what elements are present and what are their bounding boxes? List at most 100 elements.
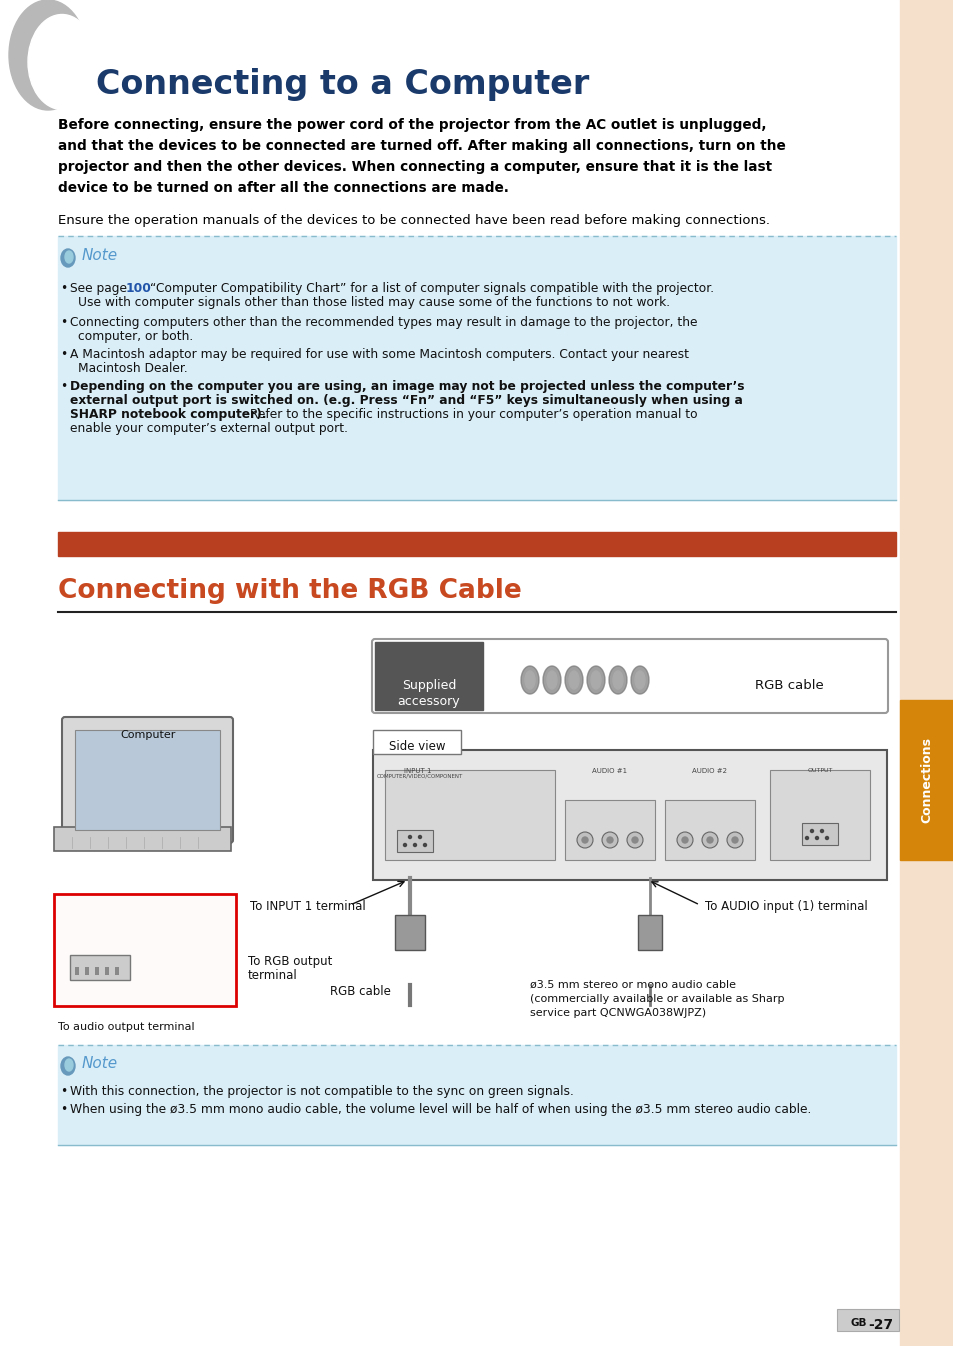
- Text: To audio output terminal: To audio output terminal: [58, 1022, 194, 1032]
- Ellipse shape: [564, 666, 582, 695]
- Bar: [75, 730, 220, 830]
- Ellipse shape: [568, 672, 578, 689]
- Ellipse shape: [61, 1057, 75, 1075]
- Text: Connections: Connections: [920, 738, 933, 822]
- Circle shape: [731, 837, 738, 843]
- Bar: [395, 915, 424, 950]
- Circle shape: [581, 837, 587, 843]
- Text: OUTPUT: OUTPUT: [806, 769, 832, 773]
- Circle shape: [677, 832, 692, 848]
- Text: SHARP notebook computer).: SHARP notebook computer).: [70, 408, 266, 421]
- Text: •: •: [60, 349, 67, 361]
- Text: service part QCNWGA038WJPZ): service part QCNWGA038WJPZ): [530, 1008, 705, 1018]
- Text: computer, or both.: computer, or both.: [78, 330, 193, 343]
- Circle shape: [626, 832, 642, 848]
- Text: •: •: [60, 380, 67, 393]
- Ellipse shape: [630, 666, 648, 695]
- Bar: [75, 966, 79, 975]
- Circle shape: [606, 837, 613, 843]
- Text: Use with computer signals other than those listed may cause some of the function: Use with computer signals other than tho…: [78, 296, 669, 310]
- Text: See page: See page: [70, 283, 131, 295]
- Text: To RGB output: To RGB output: [248, 956, 332, 968]
- Ellipse shape: [542, 666, 560, 695]
- Text: 100: 100: [126, 283, 152, 295]
- Text: Note: Note: [82, 1057, 118, 1071]
- Text: •: •: [60, 1102, 67, 1116]
- Bar: [564, 800, 655, 860]
- Circle shape: [701, 832, 718, 848]
- Ellipse shape: [65, 1059, 73, 1071]
- Circle shape: [706, 837, 712, 843]
- Text: INPUT 1: INPUT 1: [403, 769, 436, 774]
- Bar: [85, 966, 89, 975]
- Text: external output port is switched on. (e.g. Press “Fn” and “F5” keys simultaneous: external output port is switched on. (e.…: [70, 394, 742, 406]
- Text: Before connecting, ensure the power cord of the projector from the AC outlet is : Before connecting, ensure the power cord…: [58, 118, 765, 132]
- Circle shape: [418, 836, 421, 839]
- Text: Connecting to a Computer: Connecting to a Computer: [96, 69, 589, 101]
- Text: RGB cable: RGB cable: [754, 678, 822, 692]
- Text: Ensure the operation manuals of the devices to be connected have been read befor: Ensure the operation manuals of the devi…: [58, 214, 769, 227]
- Text: projector and then the other devices. When connecting a computer, ensure that it: projector and then the other devices. Wh…: [58, 160, 771, 174]
- Text: •: •: [60, 316, 67, 328]
- Circle shape: [413, 844, 416, 847]
- Text: “Computer Compatibility Chart” for a list of computer signals compatible with th: “Computer Compatibility Chart” for a lis…: [150, 283, 714, 295]
- Ellipse shape: [520, 666, 538, 695]
- FancyBboxPatch shape: [54, 894, 235, 1005]
- Text: and that the devices to be connected are turned off. After making all connection: and that the devices to be connected are…: [58, 139, 785, 153]
- Circle shape: [601, 832, 618, 848]
- Circle shape: [577, 832, 593, 848]
- Circle shape: [408, 836, 411, 839]
- Bar: [899, 0, 953, 1346]
- Text: With this connection, the projector is not compatible to the sync on green signa: With this connection, the projector is n…: [70, 1085, 574, 1098]
- FancyBboxPatch shape: [372, 639, 887, 713]
- Text: Supplied
accessory: Supplied accessory: [397, 678, 460, 708]
- Text: -27: -27: [867, 1318, 892, 1333]
- Text: Refer to the specific instructions in your computer’s operation manual to: Refer to the specific instructions in yo…: [246, 408, 697, 421]
- Ellipse shape: [524, 672, 535, 689]
- Bar: [396, 830, 433, 852]
- Bar: [375, 642, 482, 709]
- Circle shape: [820, 829, 822, 832]
- Ellipse shape: [635, 672, 644, 689]
- Bar: [58, 1044, 895, 1145]
- Bar: [115, 966, 119, 975]
- Text: COMPUTER/VIDEO/COMPONENT: COMPUTER/VIDEO/COMPONENT: [376, 774, 462, 779]
- Bar: [105, 966, 109, 975]
- FancyBboxPatch shape: [54, 826, 231, 851]
- Bar: [769, 770, 869, 860]
- Circle shape: [681, 837, 687, 843]
- Ellipse shape: [9, 0, 87, 110]
- Text: device to be turned on after all the connections are made.: device to be turned on after all the con…: [58, 180, 508, 195]
- Text: GB: GB: [850, 1318, 866, 1329]
- Circle shape: [726, 832, 742, 848]
- Text: Macintosh Dealer.: Macintosh Dealer.: [78, 362, 188, 376]
- Circle shape: [631, 837, 638, 843]
- Bar: [95, 966, 99, 975]
- Circle shape: [810, 829, 813, 832]
- Circle shape: [815, 836, 818, 840]
- Bar: [664, 800, 754, 860]
- Text: Side view: Side view: [388, 740, 445, 752]
- Text: A Macintosh adaptor may be required for use with some Macintosh computers. Conta: A Macintosh adaptor may be required for …: [70, 349, 688, 361]
- Text: To AUDIO input (1) terminal: To AUDIO input (1) terminal: [704, 900, 867, 913]
- Bar: [899, 700, 953, 860]
- FancyBboxPatch shape: [373, 730, 460, 754]
- Ellipse shape: [613, 672, 622, 689]
- Text: Connecting computers other than the recommended types may result in damage to th: Connecting computers other than the reco…: [70, 316, 697, 328]
- Text: Computer: Computer: [120, 730, 175, 740]
- Bar: [58, 236, 895, 499]
- Ellipse shape: [590, 672, 600, 689]
- Bar: [638, 915, 661, 950]
- Text: terminal: terminal: [248, 969, 297, 983]
- Bar: [70, 956, 130, 980]
- Text: To INPUT 1 terminal: To INPUT 1 terminal: [250, 900, 365, 913]
- Ellipse shape: [586, 666, 604, 695]
- Ellipse shape: [608, 666, 626, 695]
- Text: When using the ø3.5 mm mono audio cable, the volume level will be half of when u: When using the ø3.5 mm mono audio cable,…: [70, 1102, 810, 1116]
- Text: Connecting with the RGB Cable: Connecting with the RGB Cable: [58, 577, 521, 604]
- Text: Note: Note: [82, 249, 118, 264]
- Ellipse shape: [61, 249, 75, 267]
- Text: •: •: [60, 283, 67, 295]
- Text: AUDIO #1: AUDIO #1: [592, 769, 627, 774]
- FancyBboxPatch shape: [62, 717, 233, 843]
